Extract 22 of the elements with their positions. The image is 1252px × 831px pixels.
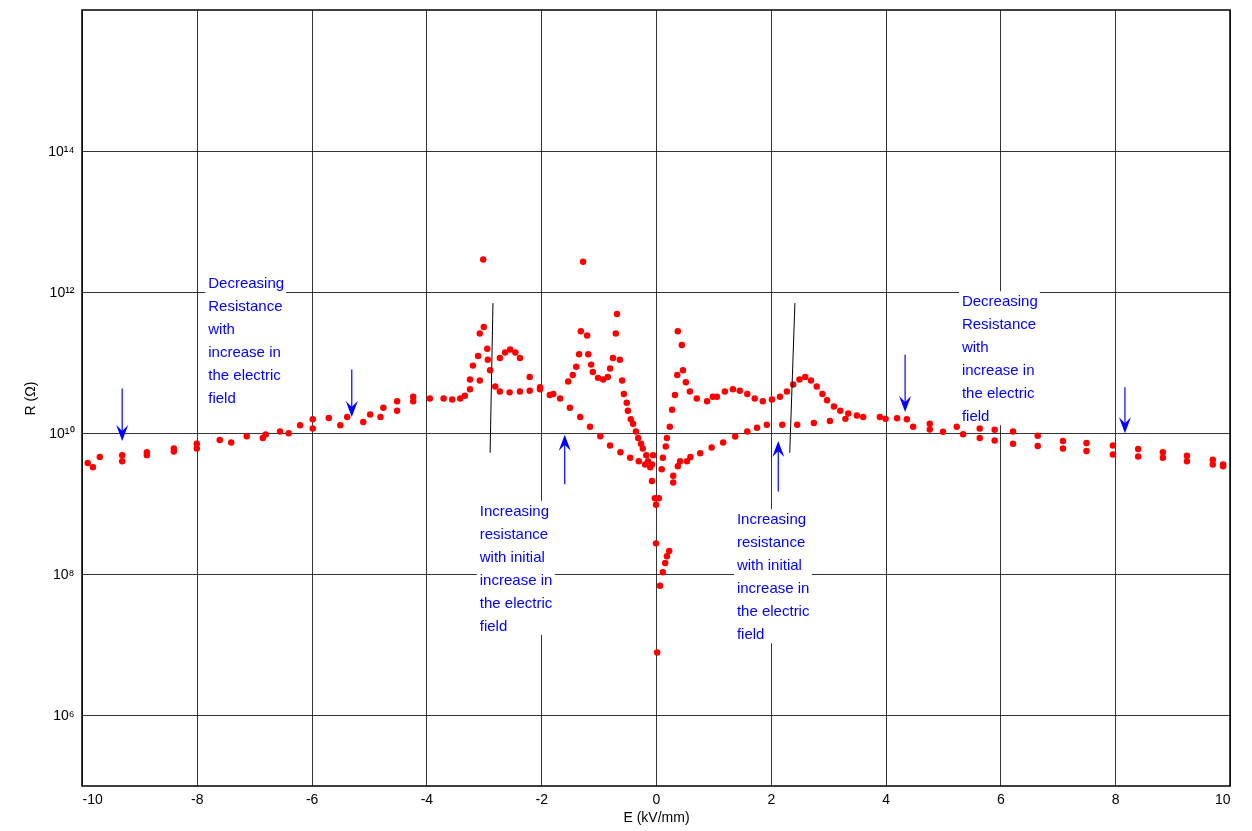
x-tick-label: -8 (191, 790, 204, 807)
y-tick-label: 10⁸ (53, 565, 75, 582)
x-tick-label: 6 (997, 790, 1005, 807)
y-tick-label: 10⁶ (53, 706, 75, 723)
x-axis-title: E (kV/mm) (623, 808, 690, 825)
annotation: Decreasing Resistance with increase in the electric field (207, 274, 285, 407)
x-tick-label: 8 (1111, 790, 1120, 807)
y-tick-label: 10¹⁰ (49, 424, 75, 441)
x-tick-label: 4 (882, 790, 891, 807)
annotation: Increasing resistance with initial increase in the electric field (478, 501, 553, 634)
annotation: Decreasing Resistance with increase in the electric field (960, 292, 1038, 425)
x-tick-label: -2 (535, 790, 549, 807)
y-axis-title: R (Ω) (22, 381, 39, 416)
x-tick-label: 10 (1214, 790, 1231, 807)
y-tick-label: 10¹² (49, 283, 75, 300)
x-tick-label: 0 (652, 790, 661, 807)
x-tick-label: -10 (82, 790, 103, 807)
annotation: Increasing resistance with initial increase in the electric field (735, 510, 810, 643)
x-tick-label: -6 (305, 790, 319, 807)
x-tick-label: -4 (420, 790, 434, 807)
x-tick-label: 2 (767, 790, 776, 807)
y-tick-label: 10¹⁴ (48, 142, 75, 159)
